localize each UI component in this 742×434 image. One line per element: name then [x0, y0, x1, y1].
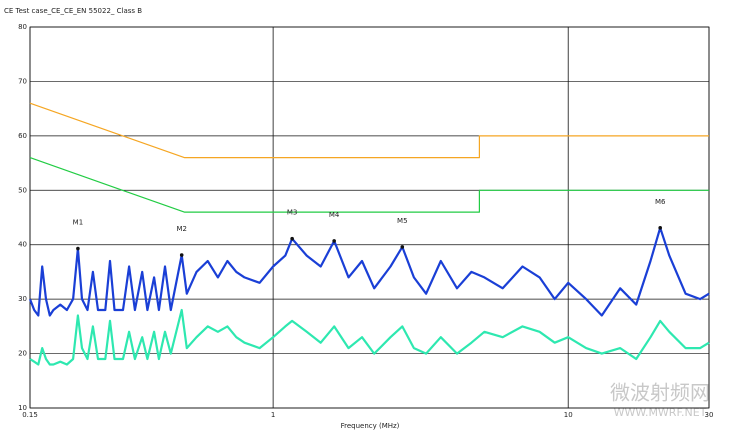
y-tick-label: 20 [18, 350, 27, 358]
marker-label: M3 [287, 209, 298, 217]
x-axis-label: Frequency (MHz) [341, 422, 400, 430]
plot-frame [29, 26, 710, 409]
marker-dot [179, 253, 184, 257]
y-tick-label: 30 [18, 295, 27, 303]
trace [29, 308, 710, 366]
x-tick-label: 30 [705, 411, 714, 419]
marker-label: M4 [329, 211, 340, 219]
x-tick-label: 10 [564, 411, 573, 419]
marker-dot [658, 226, 663, 230]
trace [29, 157, 709, 213]
marker-label: M1 [73, 219, 84, 227]
y-tick-label: 40 [18, 241, 27, 249]
watermark-url: WWW.MWRF.NET [614, 406, 707, 419]
marker-label: M5 [397, 217, 408, 225]
trace [28, 226, 710, 317]
marker-dot [332, 239, 336, 243]
x-tick-label: 0.15 [22, 411, 38, 419]
x-tick-label: 1 [271, 411, 275, 419]
y-tick-label: 70 [18, 77, 27, 85]
marker-dot [76, 246, 80, 251]
trace [29, 102, 709, 159]
marker-dot [290, 236, 294, 241]
marker-dot [400, 245, 405, 249]
marker-label: M2 [176, 225, 187, 233]
watermark-title: 微波射频网 [610, 381, 710, 405]
y-tick-label: 10 [18, 404, 27, 412]
y-tick-label: 50 [18, 186, 27, 194]
y-tick-label: 80 [18, 23, 27, 31]
y-tick-label: 60 [18, 132, 27, 140]
marker-label: M6 [655, 198, 666, 206]
chart-title: CE Test case_CE_CE_EN 55022_ Class B [4, 7, 142, 15]
